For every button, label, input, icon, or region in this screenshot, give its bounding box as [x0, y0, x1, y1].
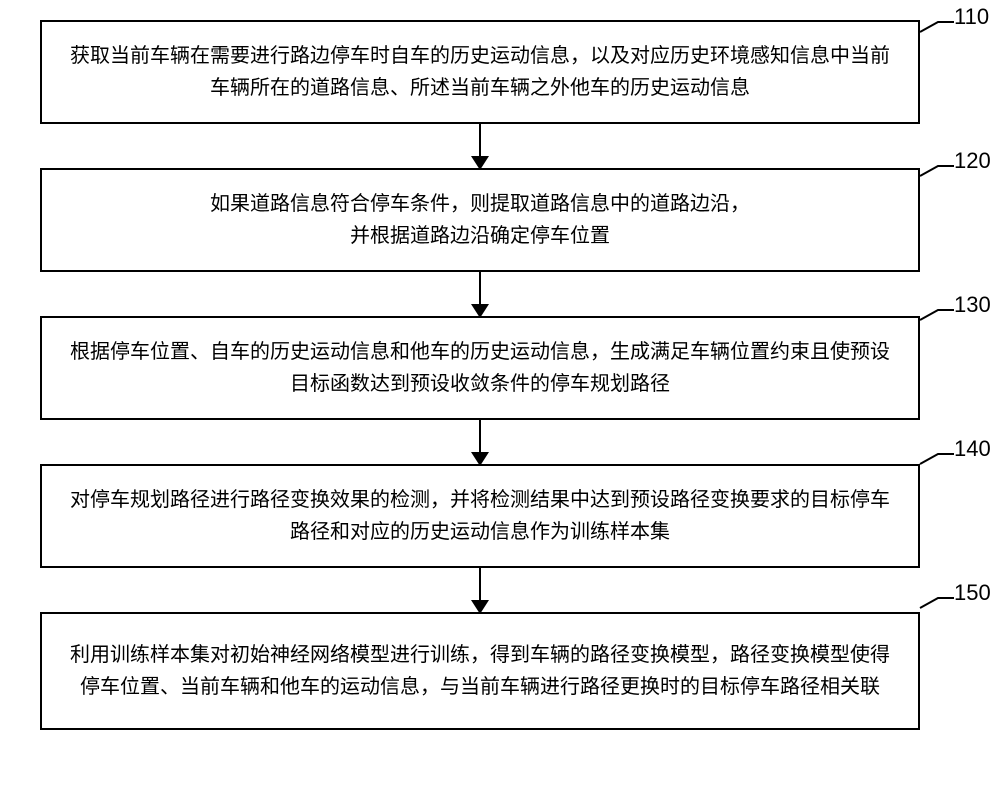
step-text: 根据停车位置、自车的历史运动信息和他车的历史运动信息，生成满足车辆位置约束且使预… — [66, 336, 894, 400]
arrow-icon — [479, 124, 481, 168]
step-box-120: 如果道路信息符合停车条件，则提取道路信息中的道路边沿， 并根据道路边沿确定停车位… — [40, 168, 920, 272]
step-box-130: 根据停车位置、自车的历史运动信息和他车的历史运动信息，生成满足车辆位置约束且使预… — [40, 316, 920, 420]
step-label-110: 110 — [954, 4, 989, 30]
step-box-110: 获取当前车辆在需要进行路边停车时自车的历史运动信息，以及对应历史环境感知信息中当… — [40, 20, 920, 124]
step-label-140: 140 — [954, 436, 991, 462]
step-text: 获取当前车辆在需要进行路边停车时自车的历史运动信息，以及对应历史环境感知信息中当… — [66, 40, 894, 104]
leader-120 — [920, 166, 954, 176]
step-box-140: 对停车规划路径进行路径变换效果的检测，并将检测结果中达到预设路径变换要求的目标停… — [40, 464, 920, 568]
step-box-150: 利用训练样本集对初始神经网络模型进行训练，得到车辆的路径变换模型，路径变换模型使… — [40, 612, 920, 730]
step-text: 如果道路信息符合停车条件，则提取道路信息中的道路边沿， 并根据道路边沿确定停车位… — [210, 188, 750, 252]
step-text: 利用训练样本集对初始神经网络模型进行训练，得到车辆的路径变换模型，路径变换模型使… — [66, 639, 894, 703]
arrow-icon — [479, 420, 481, 464]
step-label-130: 130 — [954, 292, 991, 318]
step-label-120: 120 — [954, 148, 991, 174]
arrow-icon — [479, 568, 481, 612]
leader-140 — [920, 454, 954, 464]
leader-130 — [920, 310, 954, 320]
step-label-150: 150 — [954, 580, 991, 606]
arrow-icon — [479, 272, 481, 316]
step-text: 对停车规划路径进行路径变换效果的检测，并将检测结果中达到预设路径变换要求的目标停… — [66, 484, 894, 548]
flowchart-container: 获取当前车辆在需要进行路边停车时自车的历史运动信息，以及对应历史环境感知信息中当… — [40, 20, 920, 730]
leader-110 — [920, 22, 954, 32]
leader-150 — [920, 598, 954, 608]
